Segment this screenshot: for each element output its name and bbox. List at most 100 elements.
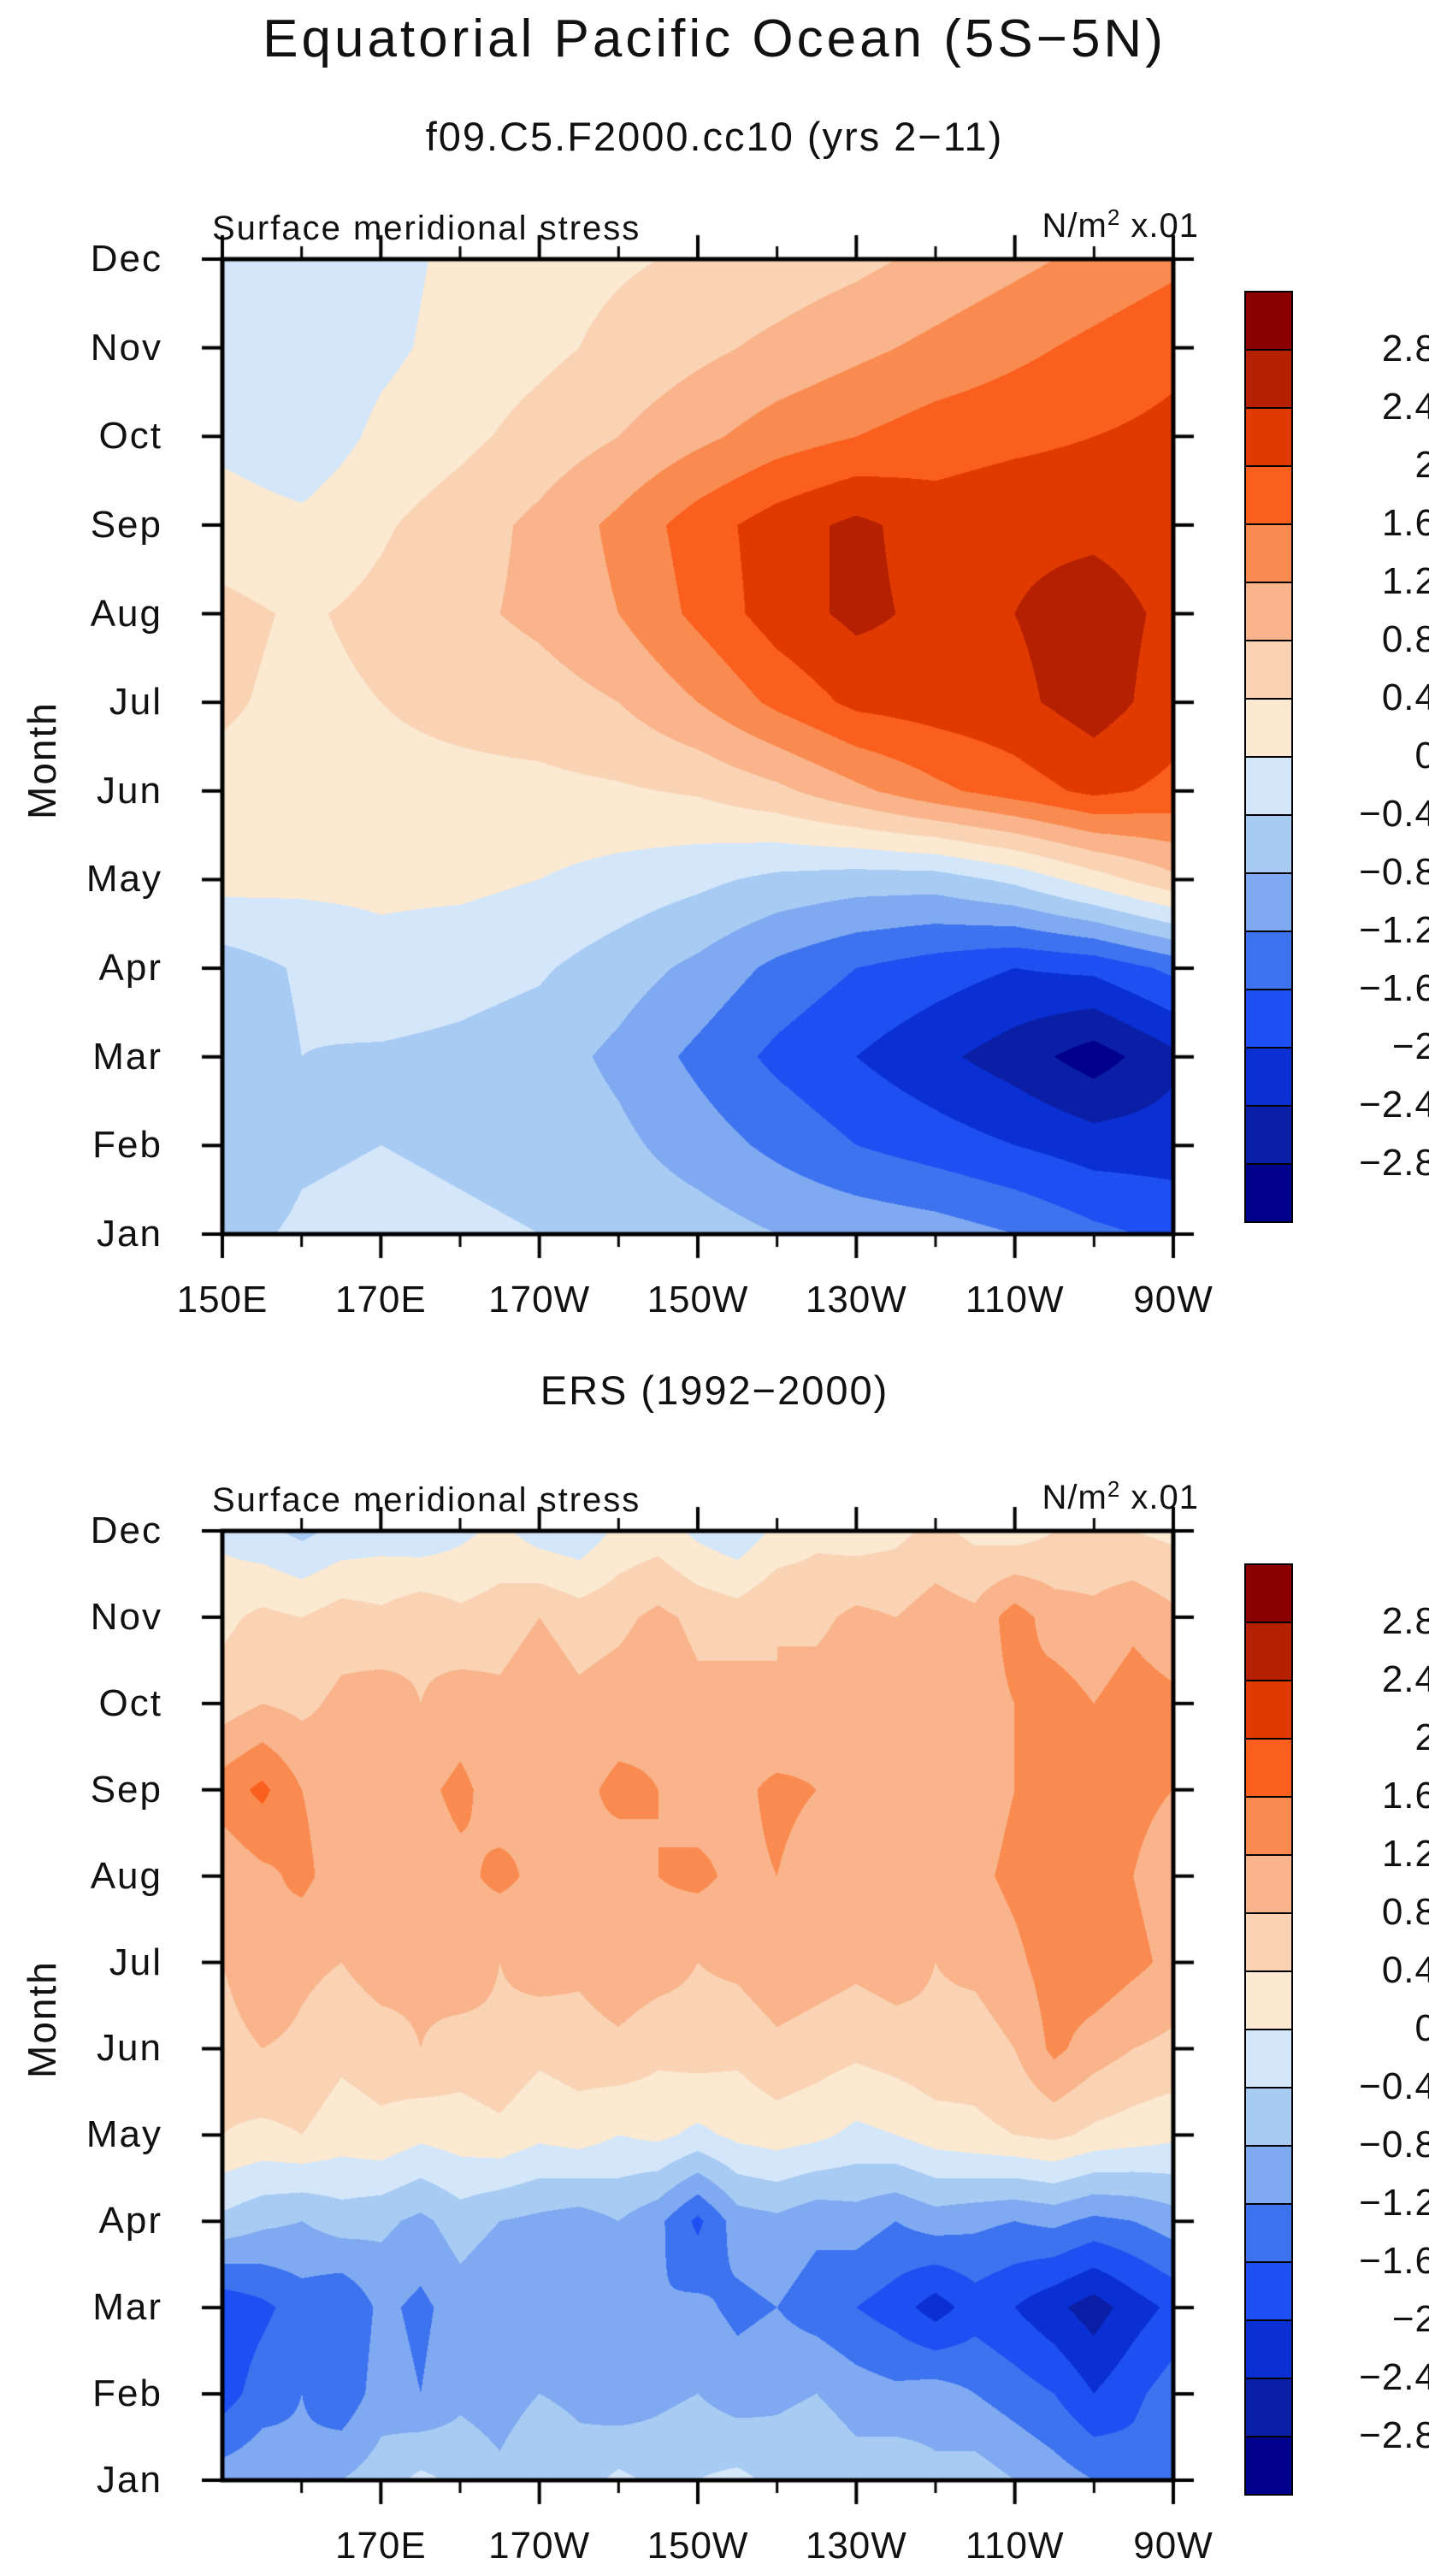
colorbar-tick-label: 2.8 bbox=[1381, 328, 1429, 369]
colorbar-tick-label: −0.4 bbox=[1359, 2065, 1429, 2107]
colorbar-swatch bbox=[1244, 2261, 1293, 2321]
colorbar-swatch bbox=[1244, 2378, 1293, 2437]
colorbar-swatch bbox=[1244, 814, 1293, 874]
colorbar-swatch bbox=[1244, 407, 1293, 467]
colorbar-tick-label: −1.2 bbox=[1359, 2182, 1429, 2224]
colorbar-swatch bbox=[1244, 2087, 1293, 2147]
colorbar-swatch bbox=[1244, 2319, 1293, 2379]
panel2-lon-label-90w: 90W bbox=[1133, 2525, 1213, 2567]
colorbar-swatch bbox=[1244, 989, 1293, 1049]
colorbar-tick-label: −2.4 bbox=[1359, 1084, 1429, 1126]
colorbar-tick-label: −0.8 bbox=[1359, 2124, 1429, 2165]
colorbar-tick-label: 1.2 bbox=[1381, 1833, 1429, 1875]
colorbar-swatch bbox=[1244, 1680, 1293, 1740]
colorbar-tick-label: −2.4 bbox=[1359, 2356, 1429, 2398]
colorbar-tick-label: −1.6 bbox=[1359, 967, 1429, 1009]
panel2-month-label-dec: Dec bbox=[90, 1510, 162, 1551]
colorbar-swatch bbox=[1244, 2145, 1293, 2205]
panel2-month-label-aug: Aug bbox=[90, 1854, 162, 1897]
colorbar-swatch bbox=[1244, 523, 1293, 583]
colorbar-tick-label: −0.8 bbox=[1359, 851, 1429, 893]
panel1-contour-plot bbox=[183, 220, 1213, 1273]
panel1-month-label-feb: Feb bbox=[92, 1124, 162, 1167]
panel2-month-label-nov: Nov bbox=[90, 1595, 162, 1638]
panel1-month-label-dec: Dec bbox=[90, 238, 162, 280]
panel2-month-label-oct: Oct bbox=[98, 1681, 162, 1724]
colorbar-swatch bbox=[1244, 1738, 1293, 1798]
colorbar-swatch bbox=[1244, 931, 1293, 990]
colorbar-swatch bbox=[1244, 2029, 1293, 2089]
panel1-lon-label-110w: 110W bbox=[965, 1279, 1065, 1320]
colorbar-swatch bbox=[1244, 1563, 1293, 1623]
colorbar-tick-label: −1.6 bbox=[1359, 2240, 1429, 2282]
panel1-lon-label-170w: 170W bbox=[488, 1279, 591, 1320]
colorbar-swatch bbox=[1244, 2203, 1293, 2263]
colorbar-tick-label: 0.8 bbox=[1381, 618, 1429, 660]
panel1-lon-label-130w: 130W bbox=[805, 1279, 907, 1320]
panel1-lon-label-150w: 150W bbox=[647, 1279, 749, 1320]
colorbar-swatch bbox=[1244, 640, 1293, 700]
colorbar-tick-label: −2.8 bbox=[1359, 2414, 1429, 2456]
panel1-month-label-sep: Sep bbox=[90, 503, 162, 546]
panel2-lon-label-170e: 170E bbox=[334, 2525, 427, 2567]
colorbar-swatch bbox=[1244, 1912, 1293, 1972]
panel1-month-label-may: May bbox=[86, 858, 162, 901]
panel2-month-label-jul: Jul bbox=[109, 1941, 162, 1983]
panel2-lon-label-150w: 150W bbox=[647, 2525, 749, 2567]
panel1-month-label-nov: Nov bbox=[90, 326, 162, 369]
colorbar-tick-label: 0.4 bbox=[1381, 676, 1429, 718]
colorbar-swatch bbox=[1244, 1622, 1293, 1681]
colorbar-tick-label: −2 bbox=[1391, 1025, 1429, 1067]
panel2-contour-plot bbox=[183, 1492, 1213, 2520]
colorbar-swatch bbox=[1244, 872, 1293, 932]
panel1-month-label-jan: Jan bbox=[97, 1213, 162, 1255]
colorbar-tick-label: −1.2 bbox=[1359, 909, 1429, 951]
colorbar-swatch bbox=[1244, 1970, 1293, 2030]
panel1-month-label-apr: Apr bbox=[98, 947, 162, 990]
panel1-month-label-oct: Oct bbox=[98, 415, 162, 458]
colorbar-tick-label: 1.6 bbox=[1381, 502, 1429, 544]
panel2-subtitle: ERS (1992−2000) bbox=[540, 1368, 889, 1413]
panel1-month-label-mar: Mar bbox=[92, 1035, 162, 1078]
colorbar-tick-label: −0.4 bbox=[1359, 793, 1429, 835]
colorbar-swatch bbox=[1244, 2436, 1293, 2496]
colorbar-swatch bbox=[1244, 1163, 1293, 1223]
colorbar-swatch bbox=[1244, 698, 1293, 758]
colorbar-swatch bbox=[1244, 465, 1293, 525]
colorbar-tick-label: 2 bbox=[1414, 1716, 1429, 1758]
panel1-lon-label-150e: 150E bbox=[176, 1279, 269, 1320]
panel1-lon-label-170e: 170E bbox=[334, 1279, 427, 1320]
panel2-lon-label-170w: 170W bbox=[488, 2525, 591, 2567]
colorbar-swatch bbox=[1244, 1105, 1293, 1165]
colorbar-swatch bbox=[1244, 1796, 1293, 1856]
panel2-lon-label-130w: 130W bbox=[805, 2525, 907, 2567]
panel2-month-label-jan: Jan bbox=[97, 2459, 162, 2501]
colorbar-tick-label: 2.8 bbox=[1381, 1600, 1429, 1642]
colorbar-tick-label: 2.4 bbox=[1381, 386, 1429, 428]
colorbar-swatch bbox=[1244, 291, 1293, 351]
colorbar-tick-label: −2 bbox=[1391, 2298, 1429, 2340]
panel2-month-label-jun: Jun bbox=[97, 2027, 162, 2070]
panel1-lon-label-90w: 90W bbox=[1133, 1279, 1213, 1320]
colorbar-swatch bbox=[1244, 1854, 1293, 1914]
panel2-month-label-mar: Mar bbox=[92, 2286, 162, 2329]
panel2-month-label-apr: Apr bbox=[98, 2200, 162, 2242]
panel2-month-label-may: May bbox=[86, 2113, 162, 2156]
colorbar-tick-label: 0 bbox=[1414, 2007, 1429, 2049]
colorbar-tick-label: 0.8 bbox=[1381, 1891, 1429, 1933]
colorbar-tick-label: 2 bbox=[1414, 444, 1429, 486]
colorbar-swatch bbox=[1244, 1047, 1293, 1107]
panel2-month-label-sep: Sep bbox=[90, 1768, 162, 1811]
colorbar-tick-label: 0 bbox=[1414, 735, 1429, 777]
panel1-month-label-jun: Jun bbox=[97, 769, 162, 812]
colorbar-swatch bbox=[1244, 349, 1293, 409]
panel1-subtitle: f09.C5.F2000.cc10 (yrs 2−11) bbox=[425, 114, 1004, 159]
colorbar-tick-label: −2.8 bbox=[1359, 1142, 1429, 1184]
colorbar-tick-label: 1.2 bbox=[1381, 560, 1429, 602]
figure-title: Equatorial Pacific Ocean (5S−5N) bbox=[263, 9, 1166, 68]
colorbar-tick-label: 0.4 bbox=[1381, 1949, 1429, 1991]
colorbar-tick-label: 1.6 bbox=[1381, 1775, 1429, 1817]
panel1-month-label-jul: Jul bbox=[109, 681, 162, 724]
panel2-lon-label-110w: 110W bbox=[965, 2525, 1065, 2567]
